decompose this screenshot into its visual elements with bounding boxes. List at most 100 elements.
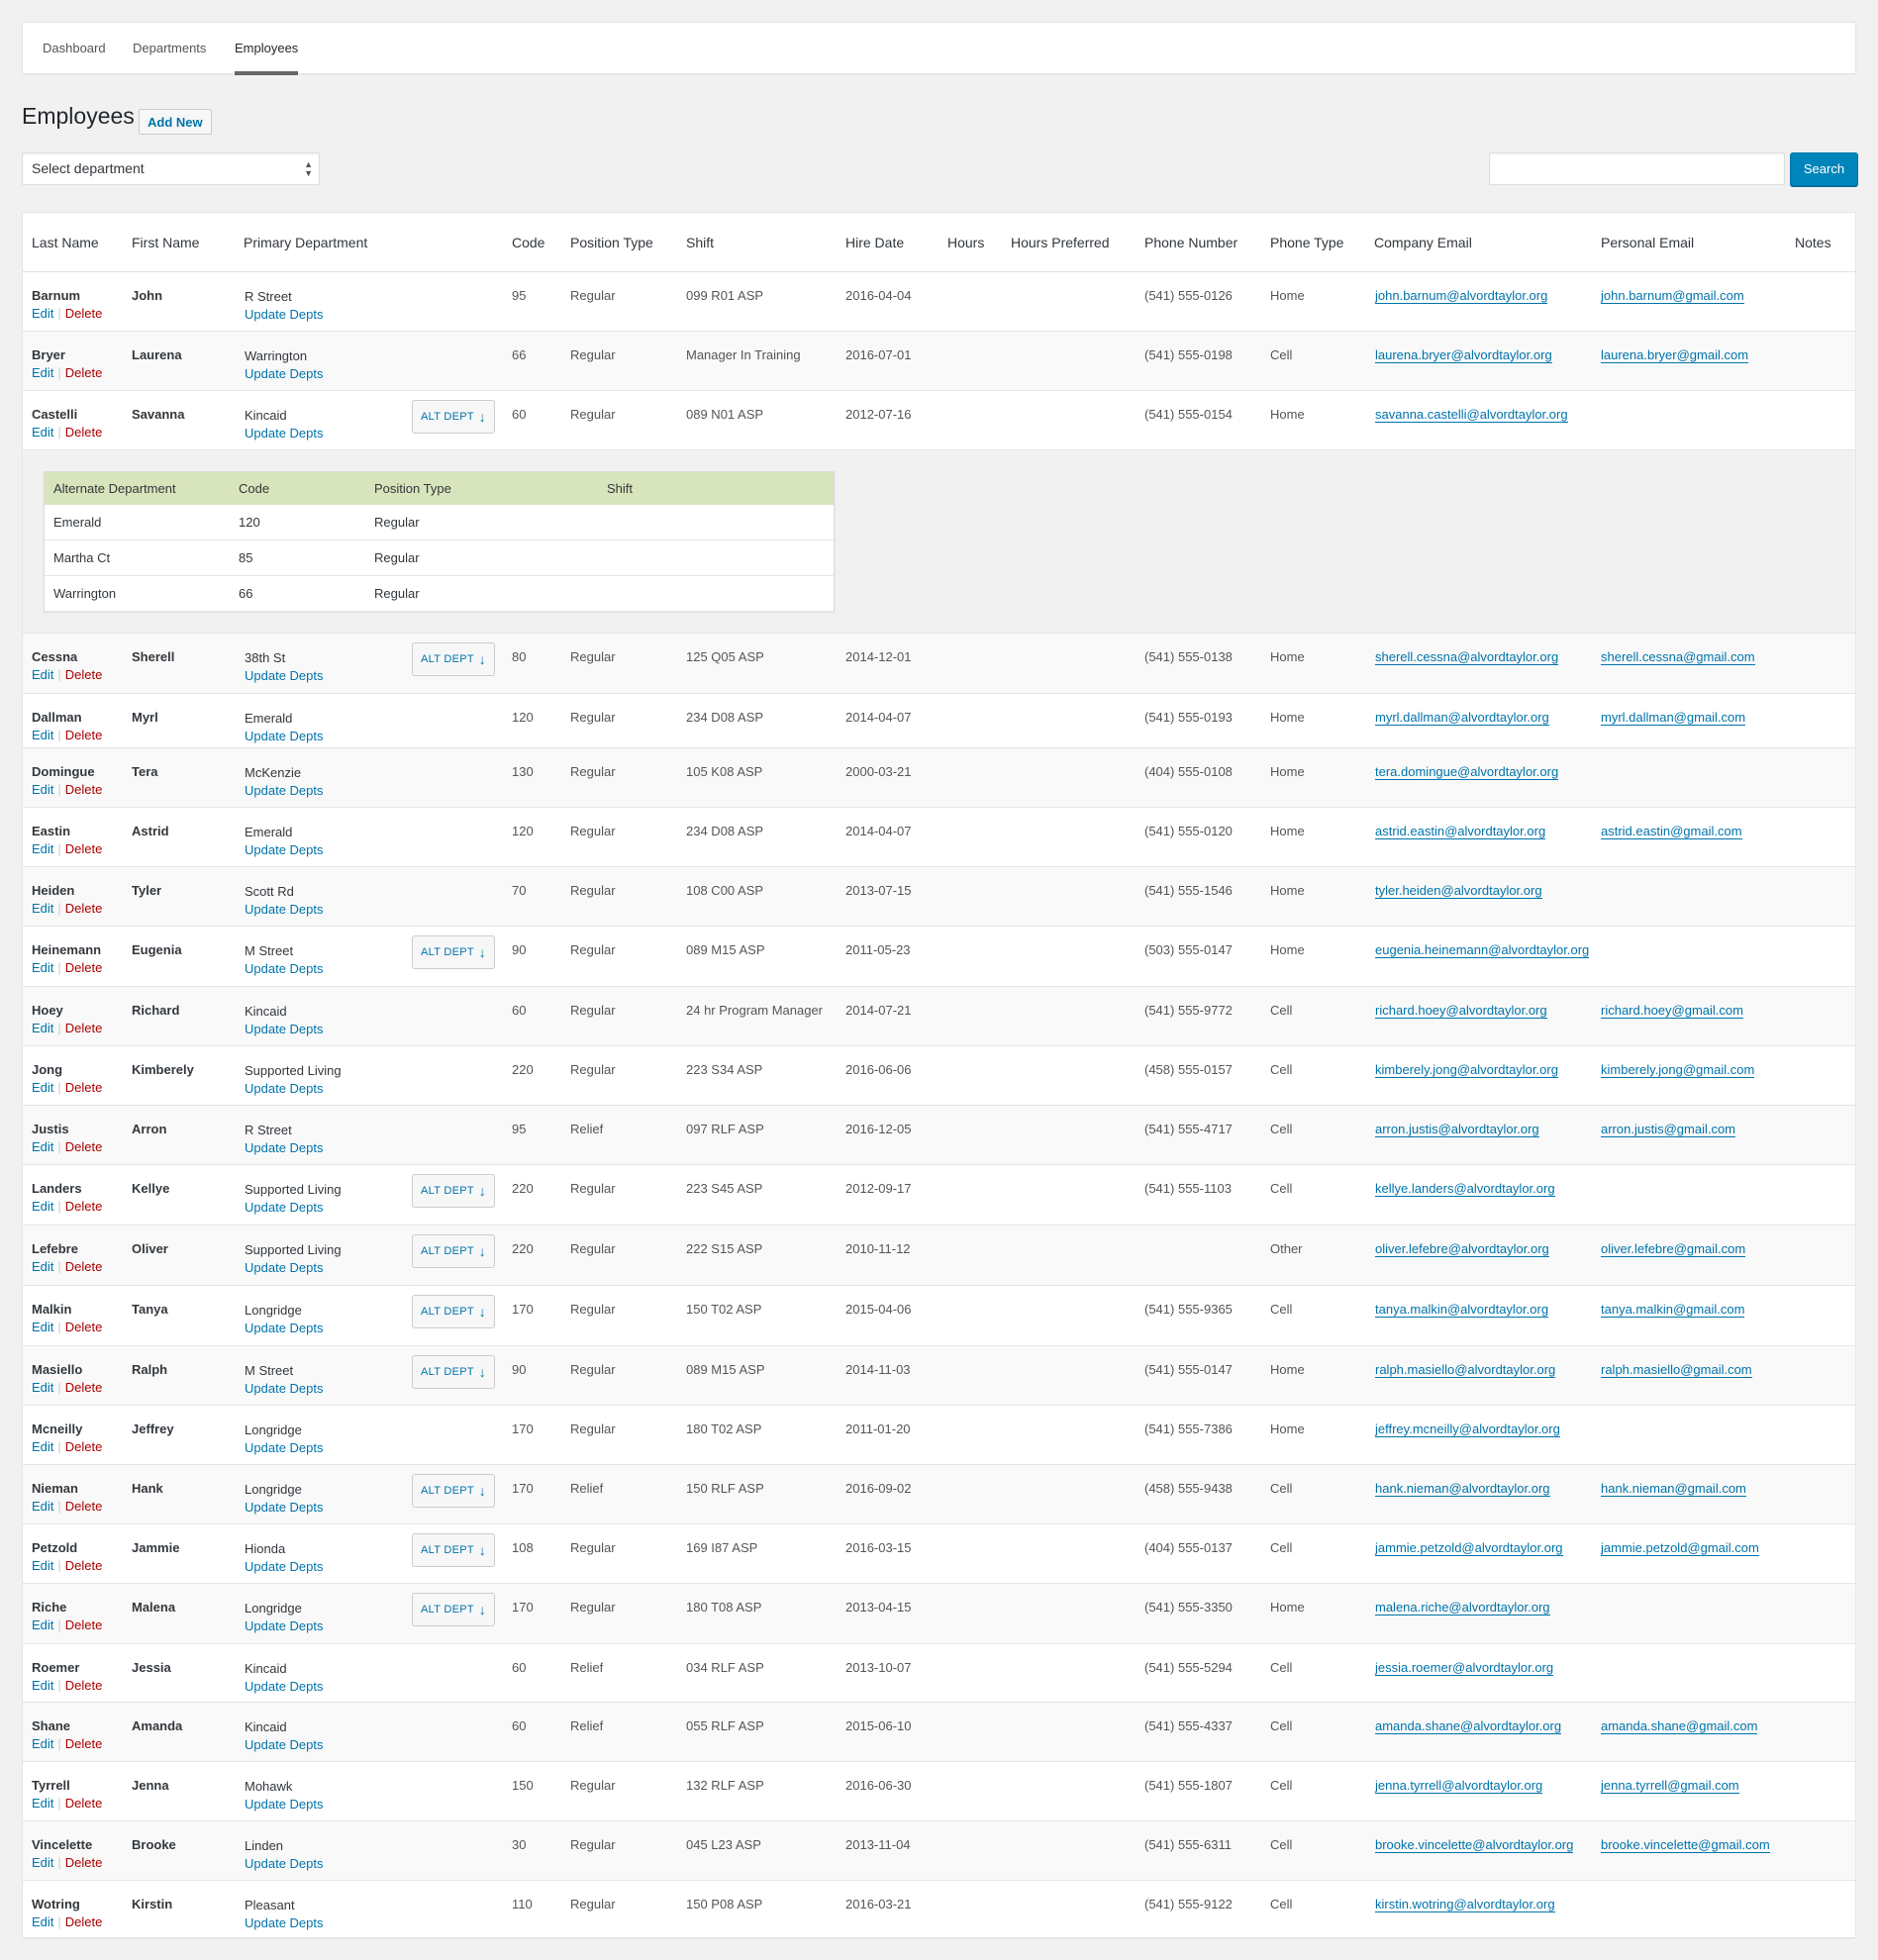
delete-link[interactable]: Delete — [64, 841, 103, 856]
edit-link[interactable]: Edit — [32, 1914, 54, 1929]
alt-dept-button[interactable]: ALT DEPT ↓ — [412, 1295, 495, 1328]
edit-link[interactable]: Edit — [32, 1080, 54, 1095]
update-depts-link[interactable]: Update Depts — [245, 961, 324, 976]
update-depts-link[interactable]: Update Depts — [245, 668, 324, 683]
delete-link[interactable]: Delete — [64, 1855, 103, 1870]
update-depts-link[interactable]: Update Depts — [245, 1022, 324, 1036]
company-email-link[interactable]: jenna.tyrrell@alvordtaylor.org — [1375, 1778, 1543, 1794]
delete-link[interactable]: Delete — [64, 1380, 103, 1395]
delete-link[interactable]: Delete — [64, 728, 103, 742]
company-email-link[interactable]: malena.riche@alvordtaylor.org — [1375, 1600, 1550, 1616]
tab-employees[interactable]: Employees — [235, 23, 299, 75]
edit-link[interactable]: Edit — [32, 1259, 54, 1274]
delete-link[interactable]: Delete — [64, 365, 103, 380]
delete-link[interactable]: Delete — [64, 1259, 103, 1274]
company-email-link[interactable]: laurena.bryer@alvordtaylor.org — [1375, 347, 1552, 363]
company-email-link[interactable]: jammie.petzold@alvordtaylor.org — [1375, 1540, 1563, 1556]
search-button[interactable]: Search — [1790, 152, 1858, 186]
personal-email-link[interactable]: astrid.eastin@gmail.com — [1601, 824, 1742, 839]
column-header[interactable]: Code — [512, 235, 545, 250]
delete-link[interactable]: Delete — [64, 960, 103, 975]
delete-link[interactable]: Delete — [64, 1199, 103, 1214]
edit-link[interactable]: Edit — [32, 1139, 54, 1154]
edit-link[interactable]: Edit — [32, 1320, 54, 1334]
update-depts-link[interactable]: Update Depts — [245, 426, 324, 441]
alt-dept-button[interactable]: ALT DEPT ↓ — [412, 935, 495, 969]
column-header[interactable]: Shift — [686, 235, 715, 250]
company-email-link[interactable]: astrid.eastin@alvordtaylor.org — [1375, 824, 1546, 839]
company-email-link[interactable]: eugenia.heinemann@alvordtaylor.org — [1375, 942, 1590, 958]
update-depts-link[interactable]: Update Depts — [245, 1200, 324, 1215]
personal-email-link[interactable]: ralph.masiello@gmail.com — [1601, 1362, 1752, 1378]
company-email-link[interactable]: tera.domingue@alvordtaylor.org — [1375, 764, 1559, 780]
edit-link[interactable]: Edit — [32, 1439, 54, 1454]
delete-link[interactable]: Delete — [64, 1499, 103, 1514]
personal-email-link[interactable]: kimberely.jong@gmail.com — [1601, 1062, 1755, 1078]
alt-dept-button[interactable]: ALT DEPT ↓ — [412, 1355, 495, 1389]
company-email-link[interactable]: john.barnum@alvordtaylor.org — [1375, 288, 1548, 304]
edit-link[interactable]: Edit — [32, 728, 54, 742]
edit-link[interactable]: Edit — [32, 365, 54, 380]
personal-email-link[interactable]: jenna.tyrrell@gmail.com — [1601, 1778, 1739, 1794]
update-depts-link[interactable]: Update Depts — [245, 1321, 324, 1335]
update-depts-link[interactable]: Update Depts — [245, 1500, 324, 1515]
edit-link[interactable]: Edit — [32, 1855, 54, 1870]
personal-email-link[interactable]: amanda.shane@gmail.com — [1601, 1718, 1758, 1734]
alt-dept-button[interactable]: ALT DEPT ↓ — [412, 642, 495, 676]
update-depts-link[interactable]: Update Depts — [245, 729, 324, 743]
company-email-link[interactable]: arron.justis@alvordtaylor.org — [1375, 1122, 1539, 1137]
update-depts-link[interactable]: Update Depts — [245, 1856, 324, 1871]
personal-email-link[interactable]: john.barnum@gmail.com — [1601, 288, 1744, 304]
update-depts-link[interactable]: Update Depts — [245, 842, 324, 857]
column-header[interactable]: Primary Department — [244, 235, 368, 250]
edit-link[interactable]: Edit — [32, 667, 54, 682]
edit-link[interactable]: Edit — [32, 1499, 54, 1514]
column-header[interactable]: Hours — [947, 235, 985, 250]
company-email-link[interactable]: sherell.cessna@alvordtaylor.org — [1375, 649, 1559, 665]
update-depts-link[interactable]: Update Depts — [245, 783, 324, 798]
delete-link[interactable]: Delete — [64, 425, 103, 440]
edit-link[interactable]: Edit — [32, 1021, 54, 1035]
update-depts-link[interactable]: Update Depts — [245, 1679, 324, 1694]
alt-dept-button[interactable]: ALT DEPT ↓ — [412, 1474, 495, 1508]
update-depts-link[interactable]: Update Depts — [245, 1559, 324, 1574]
delete-link[interactable]: Delete — [64, 901, 103, 916]
alt-dept-button[interactable]: ALT DEPT ↓ — [412, 400, 495, 434]
personal-email-link[interactable]: laurena.bryer@gmail.com — [1601, 347, 1749, 363]
company-email-link[interactable]: kellye.landers@alvordtaylor.org — [1375, 1181, 1555, 1197]
company-email-link[interactable]: jeffrey.mcneilly@alvordtaylor.org — [1375, 1421, 1560, 1437]
update-depts-link[interactable]: Update Depts — [245, 366, 324, 381]
company-email-link[interactable]: oliver.lefebre@alvordtaylor.org — [1375, 1241, 1549, 1257]
column-header[interactable]: Company Email — [1374, 235, 1472, 250]
column-header[interactable]: Phone Number — [1144, 235, 1238, 250]
update-depts-link[interactable]: Update Depts — [245, 1737, 324, 1752]
delete-link[interactable]: Delete — [64, 1736, 103, 1751]
company-email-link[interactable]: myrl.dallman@alvordtaylor.org — [1375, 710, 1549, 726]
company-email-link[interactable]: ralph.masiello@alvordtaylor.org — [1375, 1362, 1556, 1378]
tab-dashboard[interactable]: Dashboard — [43, 41, 106, 55]
update-depts-link[interactable]: Update Depts — [245, 1140, 324, 1155]
add-new-button[interactable]: Add New — [139, 109, 212, 135]
company-email-link[interactable]: hank.nieman@alvordtaylor.org — [1375, 1481, 1550, 1497]
personal-email-link[interactable]: brooke.vincelette@gmail.com — [1601, 1837, 1770, 1853]
edit-link[interactable]: Edit — [32, 1558, 54, 1573]
delete-link[interactable]: Delete — [64, 1617, 103, 1632]
personal-email-link[interactable]: richard.hoey@gmail.com — [1601, 1003, 1743, 1019]
update-depts-link[interactable]: Update Depts — [245, 1915, 324, 1930]
company-email-link[interactable]: kimberely.jong@alvordtaylor.org — [1375, 1062, 1558, 1078]
edit-link[interactable]: Edit — [32, 1796, 54, 1811]
delete-link[interactable]: Delete — [64, 1914, 103, 1929]
column-header[interactable]: Hire Date — [845, 235, 905, 250]
search-input[interactable] — [1489, 152, 1785, 185]
update-depts-link[interactable]: Update Depts — [245, 1618, 324, 1633]
delete-link[interactable]: Delete — [64, 667, 103, 682]
alt-dept-button[interactable]: ALT DEPT ↓ — [412, 1234, 495, 1268]
company-email-link[interactable]: tanya.malkin@alvordtaylor.org — [1375, 1302, 1549, 1318]
edit-link[interactable]: Edit — [32, 901, 54, 916]
delete-link[interactable]: Delete — [64, 1439, 103, 1454]
update-depts-link[interactable]: Update Depts — [245, 902, 324, 917]
edit-link[interactable]: Edit — [32, 1678, 54, 1693]
alt-dept-button[interactable]: ALT DEPT ↓ — [412, 1533, 495, 1567]
update-depts-link[interactable]: Update Depts — [245, 1797, 324, 1812]
update-depts-link[interactable]: Update Depts — [245, 1081, 324, 1096]
